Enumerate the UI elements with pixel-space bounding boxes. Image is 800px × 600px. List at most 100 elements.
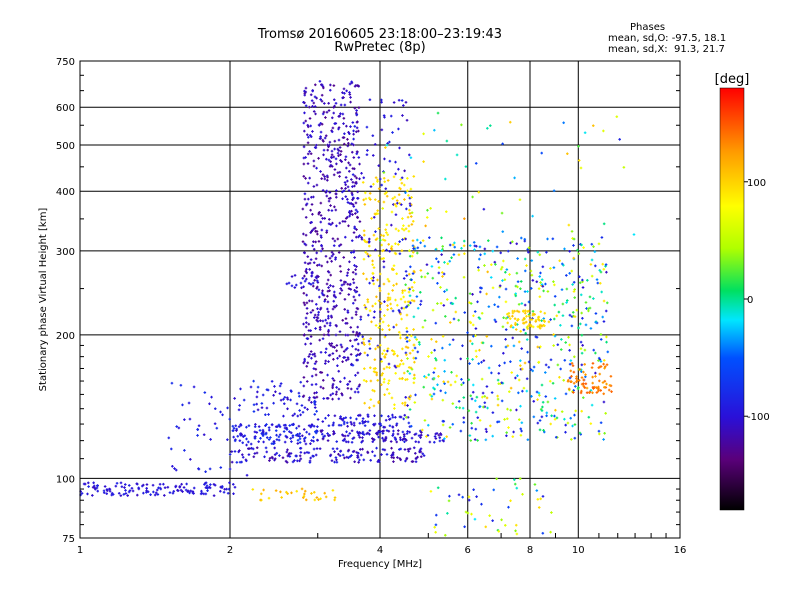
data-point — [308, 117, 312, 120]
data-point — [301, 276, 305, 280]
data-point — [326, 260, 329, 264]
data-point — [215, 426, 219, 430]
data-point — [317, 288, 321, 292]
data-point — [261, 393, 265, 397]
data-point — [331, 377, 335, 380]
data-point — [334, 393, 338, 396]
data-point — [380, 128, 384, 132]
data-point — [312, 101, 316, 105]
data-point — [328, 353, 332, 357]
data-point — [380, 383, 383, 386]
data-point — [388, 159, 392, 163]
data-point — [171, 464, 174, 468]
data-point — [339, 424, 343, 427]
data-point — [304, 233, 308, 237]
data-point — [380, 183, 384, 187]
data-point — [252, 403, 256, 407]
data-point — [296, 442, 300, 445]
data-point — [398, 240, 401, 243]
data-point — [358, 331, 361, 335]
data-point — [350, 429, 354, 433]
data-point — [335, 447, 339, 451]
stats-o-mode: mean, sd,O: -97.5, 18.1 — [608, 33, 727, 44]
data-point — [142, 483, 145, 487]
data-point — [245, 459, 248, 463]
data-point — [358, 431, 361, 434]
data-point — [313, 362, 317, 365]
data-point — [308, 353, 312, 356]
data-point — [289, 389, 293, 392]
data-point — [248, 447, 252, 450]
data-point — [320, 371, 324, 374]
data-point — [137, 487, 141, 491]
data-point — [159, 487, 163, 491]
data-point — [340, 345, 344, 349]
data-point — [312, 185, 316, 188]
data-point — [368, 432, 371, 436]
data-point — [345, 430, 348, 434]
data-point — [255, 446, 259, 450]
data-point — [345, 347, 349, 350]
data-point — [356, 334, 360, 338]
data-point — [382, 234, 385, 238]
data-point — [328, 289, 331, 293]
data-point — [332, 173, 336, 177]
data-point — [361, 439, 365, 443]
data-point — [350, 191, 354, 195]
data-point — [402, 433, 406, 436]
data-point — [382, 429, 385, 433]
data-point — [387, 324, 390, 327]
data-point — [398, 146, 401, 150]
data-point — [367, 240, 371, 243]
data-point — [173, 467, 176, 470]
data-point — [286, 407, 289, 411]
data-point — [395, 282, 398, 286]
data-point — [306, 255, 310, 258]
data-point — [305, 271, 309, 275]
data-point — [399, 458, 402, 462]
data-point — [337, 251, 341, 254]
data-point — [401, 114, 404, 117]
data-point — [310, 401, 313, 404]
data-point — [412, 446, 416, 450]
data-point — [307, 282, 311, 285]
data-point — [349, 212, 352, 216]
data-point — [305, 301, 309, 305]
data-point — [359, 453, 363, 457]
data-point — [354, 212, 357, 215]
data-point — [314, 257, 318, 261]
data-point — [242, 398, 246, 402]
data-point — [368, 347, 372, 350]
data-point — [414, 456, 418, 460]
data-point — [352, 421, 356, 425]
data-point — [331, 382, 335, 386]
data-point — [347, 440, 350, 444]
data-point — [199, 492, 203, 496]
data-point — [241, 455, 245, 459]
data-point — [374, 347, 377, 351]
data-point — [245, 443, 248, 447]
data-point — [308, 176, 311, 180]
data-point — [205, 484, 209, 488]
data-point — [342, 122, 345, 125]
data-point — [307, 197, 310, 201]
data-point — [364, 420, 367, 423]
data-point — [310, 230, 313, 233]
data-point — [394, 416, 397, 419]
data-point — [355, 228, 358, 231]
data-point — [337, 126, 341, 129]
data-point — [361, 436, 364, 439]
data-point — [204, 470, 207, 474]
data-point — [204, 492, 208, 496]
data-point — [360, 171, 363, 175]
data-point — [188, 417, 192, 421]
data-point — [386, 179, 390, 182]
data-point — [319, 98, 322, 101]
data-point — [353, 125, 357, 128]
data-point — [357, 433, 361, 437]
data-point — [327, 286, 330, 289]
data-point — [208, 485, 211, 489]
data-point — [399, 178, 403, 181]
data-point — [354, 374, 357, 377]
